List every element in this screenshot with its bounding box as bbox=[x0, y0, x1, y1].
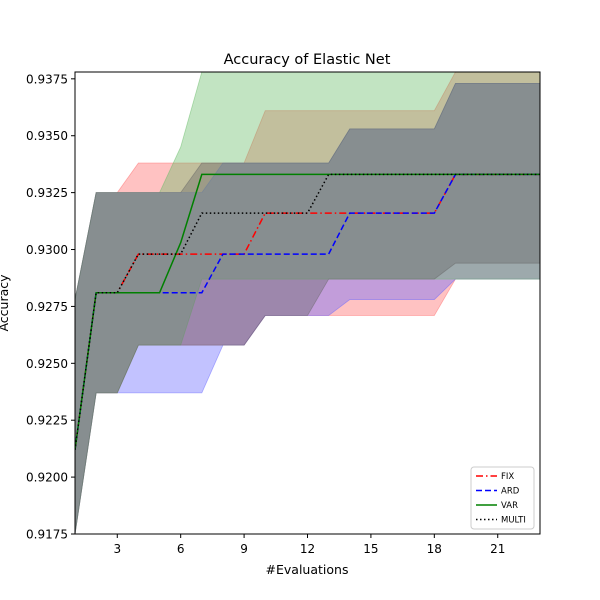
y-axis-ticks: 0.9175 0.9200 0.9225 0.9250 0.9275 0.9300 0.93… bbox=[26, 72, 75, 542]
x-tick-label: 18 bbox=[427, 542, 442, 556]
y-tick-label: 0.9325 bbox=[26, 186, 68, 200]
legend: FIX ARD VAR MULTI bbox=[470, 466, 535, 530]
x-tick-label: 9 bbox=[240, 542, 248, 556]
y-tick-label: 0.9300 bbox=[26, 243, 68, 257]
band-multi bbox=[75, 82, 540, 534]
series-lines bbox=[75, 173, 540, 450]
y-tick-label: 0.9350 bbox=[26, 129, 68, 143]
x-tick-label: 15 bbox=[363, 542, 378, 556]
x-axis-label: #Evaluations bbox=[266, 562, 349, 577]
y-tick-label: 0.9175 bbox=[26, 528, 68, 542]
x-axis-ticks: 3 6 9 12 15 18 21 bbox=[113, 534, 505, 556]
legend-label-ard: ARD bbox=[501, 487, 520, 497]
y-tick-label: 0.9225 bbox=[26, 414, 68, 428]
chart-title: Accuracy of Elastic Net bbox=[224, 52, 391, 68]
y-tick-label: 0.9275 bbox=[26, 300, 68, 314]
band-var bbox=[75, 72, 540, 534]
confidence-bands bbox=[75, 72, 540, 534]
legend-box bbox=[470, 466, 535, 530]
x-tick-label: 6 bbox=[177, 542, 185, 556]
line-var bbox=[75, 173, 540, 450]
x-tick-label: 3 bbox=[113, 542, 121, 556]
legend-label-var: VAR bbox=[501, 501, 518, 511]
y-tick-label: 0.9200 bbox=[26, 471, 68, 485]
legend-label-fix: FIX bbox=[501, 472, 514, 482]
y-tick-label: 0.9375 bbox=[26, 72, 68, 86]
y-tick-label: 0.9250 bbox=[26, 357, 68, 371]
y-axis-label: Accuracy bbox=[0, 274, 11, 332]
legend-label-multi: MULTI bbox=[501, 516, 526, 526]
x-tick-label: 12 bbox=[300, 542, 315, 556]
x-tick-label: 21 bbox=[490, 542, 505, 556]
